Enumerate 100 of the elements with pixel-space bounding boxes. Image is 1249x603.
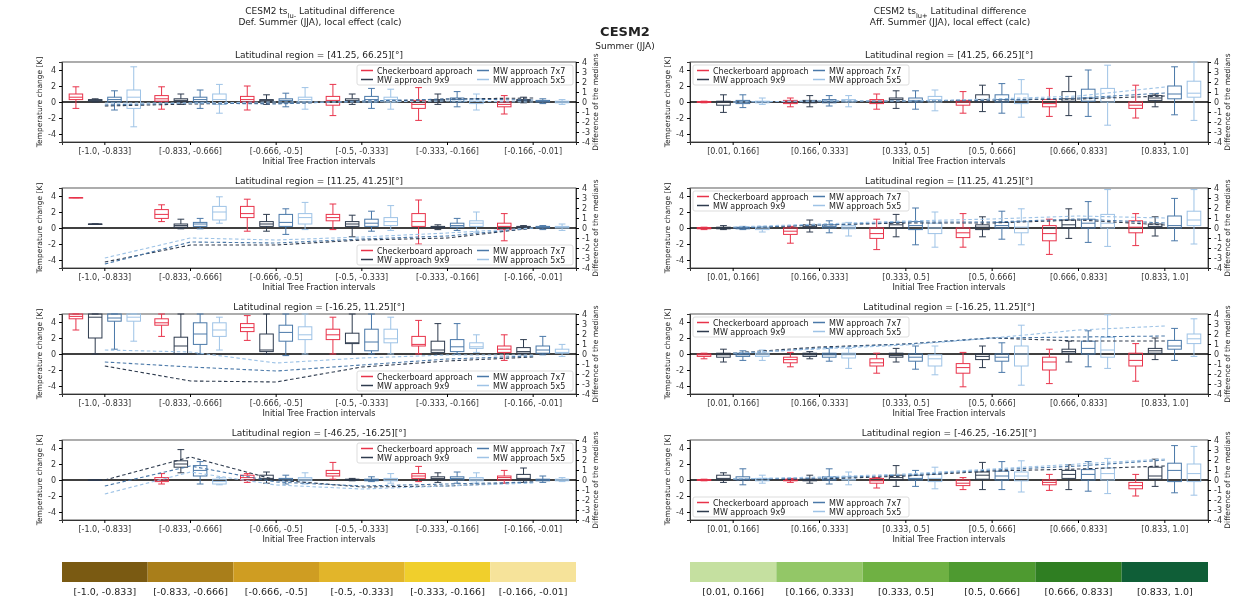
y2-tick-label: 0	[1214, 98, 1220, 108]
x-tick-label: [-0.166, -0.01]	[504, 272, 563, 282]
legend-label: MW approach 9x9	[377, 255, 450, 265]
chart-title: Latitudinal region = [-16.25, 11.25][°]	[233, 302, 405, 312]
category-label: [-0.833, -0.666]	[153, 586, 228, 597]
legend-label: MW approach 5x5	[829, 327, 902, 337]
legend-label: MW approach 7x7	[829, 318, 902, 328]
chart-title: Latitudinal region = [-46.25, -16.25][°]	[861, 428, 1037, 438]
y-tick-label: 4	[50, 444, 56, 454]
y2-tick-label: -3	[582, 254, 590, 264]
y-tick-label: -2	[48, 114, 56, 124]
x-tick-label: [-1.0, -0.833]	[78, 272, 132, 282]
category-label: [0.833, 1.0]	[1136, 586, 1193, 597]
y2-tick-label: 3	[582, 320, 588, 330]
x-tick-label: [0.5, 0.666]	[968, 398, 1016, 408]
y-tick-label: -2	[48, 240, 56, 250]
y-tick-label: 0	[50, 224, 56, 234]
y-tick-label: -2	[676, 240, 684, 250]
x-tick-label: [0.333, 0.5]	[882, 524, 930, 534]
y2-tick-label: 1	[582, 88, 588, 98]
x-tick-label: [0.01, 0.166]	[707, 524, 760, 534]
y-tick-label: 4	[50, 192, 56, 202]
x-tick-label: [-1.0, -0.833]	[78, 398, 132, 408]
y2-tick-label: 2	[582, 456, 588, 466]
legend-label: MW approach 9x9	[713, 75, 786, 85]
x-tick-label: [-0.333, -0.166]	[416, 524, 479, 534]
legend-label: Checkerboard approach	[713, 66, 809, 76]
category-label: [0.166, 0.333]	[785, 586, 854, 597]
text: CESM2	[600, 24, 650, 39]
y2-tick-label: -2	[1214, 244, 1222, 254]
y2-tick-label: -2	[582, 370, 590, 380]
y2-tick-label: 3	[582, 194, 588, 204]
y2-tick-label: -4	[1214, 138, 1222, 148]
y-tick-label: 2	[678, 82, 684, 92]
y2-tick-label: -3	[1214, 380, 1222, 390]
y2-tick-label: 2	[1214, 456, 1220, 466]
y2-tick-label: -4	[1214, 264, 1222, 274]
y2-tick-label: 2	[582, 330, 588, 340]
y2-tick-label: 3	[1214, 320, 1220, 330]
y2-tick-label: 2	[1214, 204, 1220, 214]
y-tick-label: -2	[48, 366, 56, 376]
y-tick-label: 0	[678, 224, 684, 234]
legend-label: MW approach 5x5	[493, 75, 566, 85]
y2-tick-label: -4	[1214, 390, 1222, 400]
y2-tick-label: -4	[1214, 516, 1222, 526]
y-tick-label: 2	[50, 82, 56, 92]
y2-tick-label: 0	[582, 476, 588, 486]
y-tick-label: -2	[48, 492, 56, 502]
y2-tick-label: -1	[582, 486, 590, 496]
category-label: [0.5, 0.666]	[964, 586, 1021, 597]
legend-label: Checkerboard approach	[377, 444, 473, 454]
legend-label: MW approach 5x5	[829, 75, 902, 85]
category-label: [-1.0, -0.833]	[73, 586, 137, 597]
y2-tick-label: 4	[1214, 310, 1220, 320]
x-tick-label: [-0.5, -0.333]	[335, 146, 389, 156]
y2-tick-label: -3	[582, 128, 590, 138]
legend-label: MW approach 9x9	[713, 507, 786, 517]
y-tick-label: 0	[50, 98, 56, 108]
y2-tick-label: -4	[582, 264, 590, 274]
y2-tick-label: 2	[582, 204, 588, 214]
y-tick-label: 2	[678, 208, 684, 218]
x-tick-label: [0.01, 0.166]	[707, 398, 760, 408]
category-label: [-0.5, -0.333]	[330, 586, 394, 597]
y2-tick-label: 4	[582, 184, 588, 194]
y2-tick-label: -3	[1214, 254, 1222, 264]
category-label: [0.01, 0.166]	[702, 586, 765, 597]
y2-tick-label: -3	[1214, 506, 1222, 516]
y-tick-label: -2	[676, 114, 684, 124]
legend-label: MW approach 5x5	[829, 201, 902, 211]
y2-tick-label: -1	[1214, 360, 1222, 370]
x-tick-label: [-0.666, -0.5]	[249, 146, 303, 156]
x-tick-label: [-0.666, -0.5]	[249, 398, 303, 408]
y-tick-label: -4	[48, 382, 56, 392]
x-tick-label: [-0.5, -0.333]	[335, 272, 389, 282]
y2-tick-label: -1	[582, 108, 590, 118]
chart-title: Latitudinal region = [-46.25, -16.25][°]	[231, 428, 407, 438]
legend-label: MW approach 9x9	[377, 381, 450, 391]
x-tick-label: [0.666, 0.833]	[1049, 146, 1108, 156]
x-tick-label: [0.666, 0.833]	[1049, 398, 1108, 408]
category-label: [-0.666, -0.5]	[244, 586, 308, 597]
y2-tick-label: 3	[1214, 446, 1220, 456]
chart-title: Latitudinal region = [41.25, 66.25][°]	[234, 50, 404, 60]
category-label: [-0.333, -0.166]	[410, 586, 485, 597]
legend-label: MW approach 7x7	[829, 498, 902, 508]
legend-label: MW approach 9x9	[377, 75, 450, 85]
x-tick-label: [0.01, 0.166]	[707, 146, 760, 156]
legend-label: MW approach 7x7	[493, 66, 566, 76]
y2-tick-label: 3	[1214, 68, 1220, 78]
chart-title: Latitudinal region = [11.25, 41.25][°]	[864, 176, 1034, 186]
y-tick-label: 0	[678, 476, 684, 486]
y2-tick-label: 0	[582, 350, 588, 360]
legend-label: Checkerboard approach	[713, 498, 809, 508]
y2-tick-label: 1	[1214, 466, 1220, 476]
y2-tick-label: 1	[582, 214, 588, 224]
y2-tick-label: -4	[582, 390, 590, 400]
y-tick-label: -4	[676, 256, 684, 266]
legend-label: MW approach 7x7	[829, 192, 902, 202]
x-tick-label: [-0.833, -0.666]	[159, 398, 222, 408]
y-tick-label: 0	[678, 350, 684, 360]
x-tick-label: [0.833, 1.0]	[1141, 146, 1189, 156]
